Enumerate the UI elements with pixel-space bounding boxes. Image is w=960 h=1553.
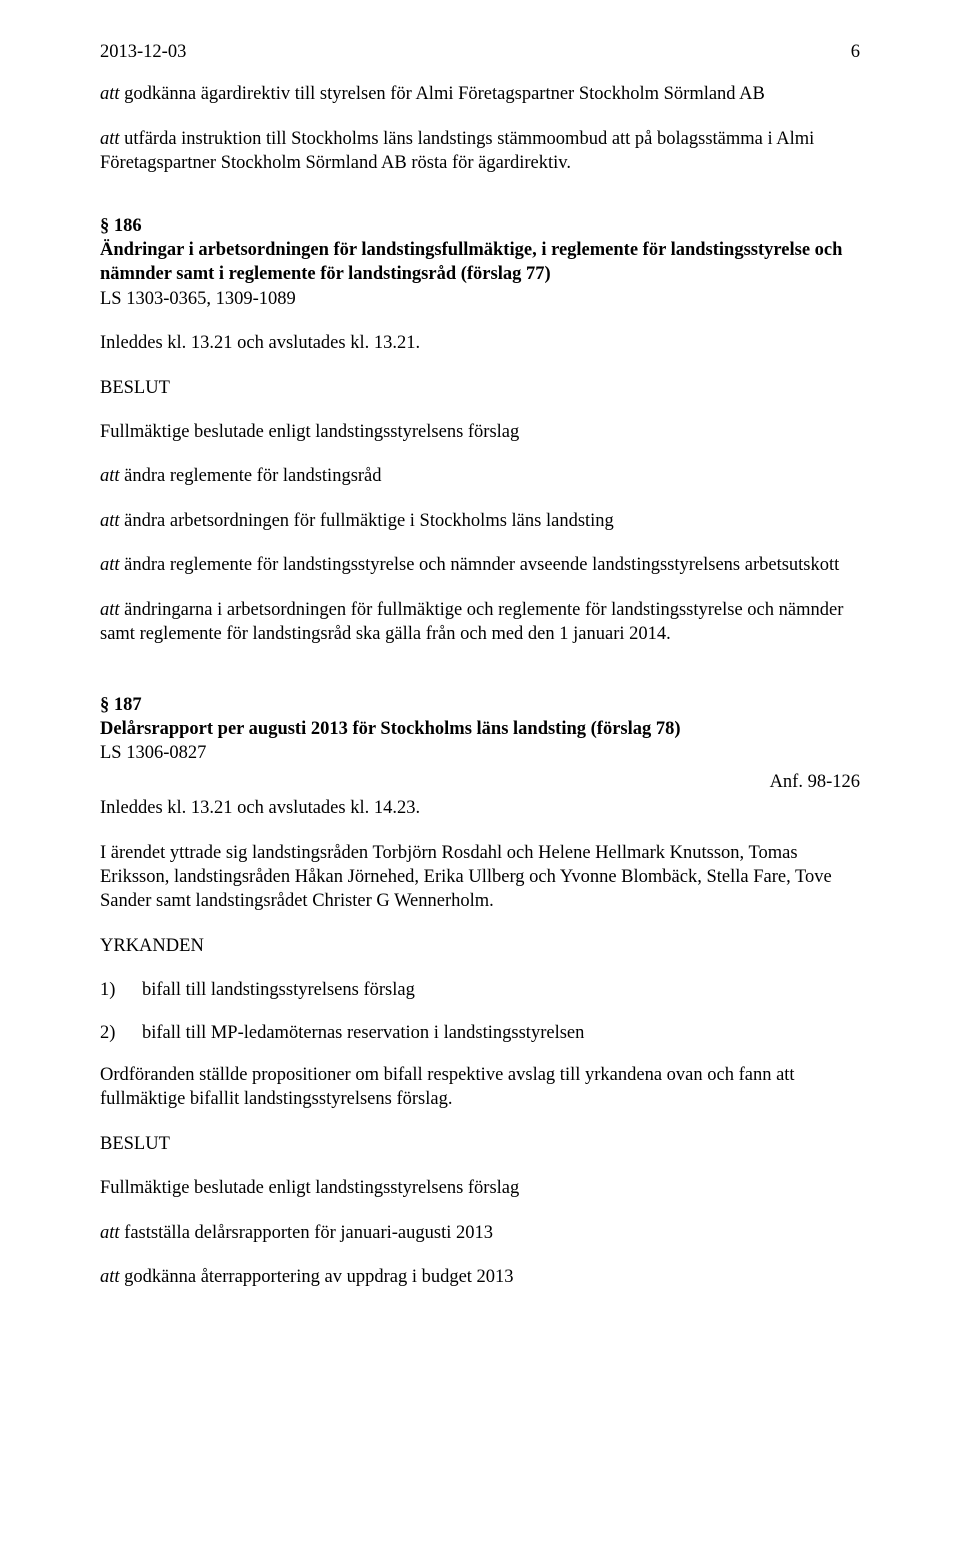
att-keyword: att <box>100 129 120 149</box>
decided-text: Fullmäktige beslutade enligt landstingss… <box>100 1176 860 1200</box>
att-keyword: att <box>100 511 120 531</box>
section-ls: LS 1303-0365, 1309-1089 <box>100 287 860 311</box>
yrkanden-label: YRKANDEN <box>100 934 860 958</box>
section-187: § 187 Delårsrapport per augusti 2013 för… <box>100 693 860 1290</box>
yrkande-number: 1) <box>100 978 142 1002</box>
section-186: § 186 Ändringar i arbetsordningen för la… <box>100 214 860 647</box>
att-keyword: att <box>100 1223 120 1243</box>
section-ls: LS 1306-0827 <box>100 741 860 765</box>
att-text: ändringarna i arbetsordningen för fullmä… <box>100 600 843 644</box>
att-item: att ändra arbetsordningen för fullmäktig… <box>100 509 860 533</box>
intro-paragraph-2: att utfärda instruktion till Stockholms … <box>100 127 860 176</box>
intro-paragraph-1: att godkänna ägardirektiv till styrelsen… <box>100 82 860 106</box>
anf-line: Anf. 98-126 <box>100 770 860 794</box>
intro-text-2: utfärda instruktion till Stockholms läns… <box>100 129 814 173</box>
att-item: att ändra reglemente för landstingsstyre… <box>100 553 860 577</box>
section-timing: Inleddes kl. 13.21 och avslutades kl. 14… <box>100 796 860 820</box>
att-keyword: att <box>100 600 120 620</box>
section-title: Ändringar i arbetsordningen för landstin… <box>100 238 860 287</box>
yrkande-number: 2) <box>100 1021 142 1045</box>
yrkande-text: bifall till landstingsstyrelsens förslag <box>142 978 860 1002</box>
yrkande-text: bifall till MP-ledamöternas reservation … <box>142 1021 860 1045</box>
header-date: 2013-12-03 <box>100 40 186 64</box>
att-text: godkänna återrapportering av uppdrag i b… <box>120 1267 514 1287</box>
att-text: ändra reglemente för landstingsråd <box>120 466 382 486</box>
section-timing: Inleddes kl. 13.21 och avslutades kl. 13… <box>100 331 860 355</box>
yrkande-item: 2) bifall till MP-ledamöternas reservati… <box>100 1021 860 1045</box>
att-text: fastställa delårsrapporten för januari-a… <box>120 1223 493 1243</box>
att-keyword: att <box>100 466 120 486</box>
header-page-number: 6 <box>851 40 860 64</box>
page-header: 2013-12-03 6 <box>100 40 860 64</box>
att-keyword: att <box>100 555 120 575</box>
att-keyword: att <box>100 1267 120 1287</box>
section-number: § 186 <box>100 214 860 238</box>
intro-text-1: godkänna ägardirektiv till styrelsen för… <box>120 84 765 104</box>
att-item: att ändra reglemente för landstingsråd <box>100 464 860 488</box>
section-title: Delårsrapport per augusti 2013 för Stock… <box>100 717 860 741</box>
decided-text: Fullmäktige beslutade enligt landstingss… <box>100 420 860 444</box>
beslut-label: BESLUT <box>100 1132 860 1156</box>
att-keyword: att <box>100 84 120 104</box>
section-number: § 187 <box>100 693 860 717</box>
speakers-paragraph: I ärendet yttrade sig landstingsråden To… <box>100 841 860 914</box>
document-page: 2013-12-03 6 att godkänna ägardirektiv t… <box>0 0 960 1553</box>
att-text: ändra reglemente för landstingsstyrelse … <box>120 555 840 575</box>
att-item: att godkänna återrapportering av uppdrag… <box>100 1265 860 1289</box>
att-item: att ändringarna i arbetsordningen för fu… <box>100 598 860 647</box>
beslut-label: BESLUT <box>100 376 860 400</box>
yrkande-item: 1) bifall till landstingsstyrelsens förs… <box>100 978 860 1002</box>
att-item: att fastställa delårsrapporten för janua… <box>100 1221 860 1245</box>
proposition-paragraph: Ordföranden ställde propositioner om bif… <box>100 1063 860 1112</box>
att-text: ändra arbetsordningen för fullmäktige i … <box>120 511 614 531</box>
